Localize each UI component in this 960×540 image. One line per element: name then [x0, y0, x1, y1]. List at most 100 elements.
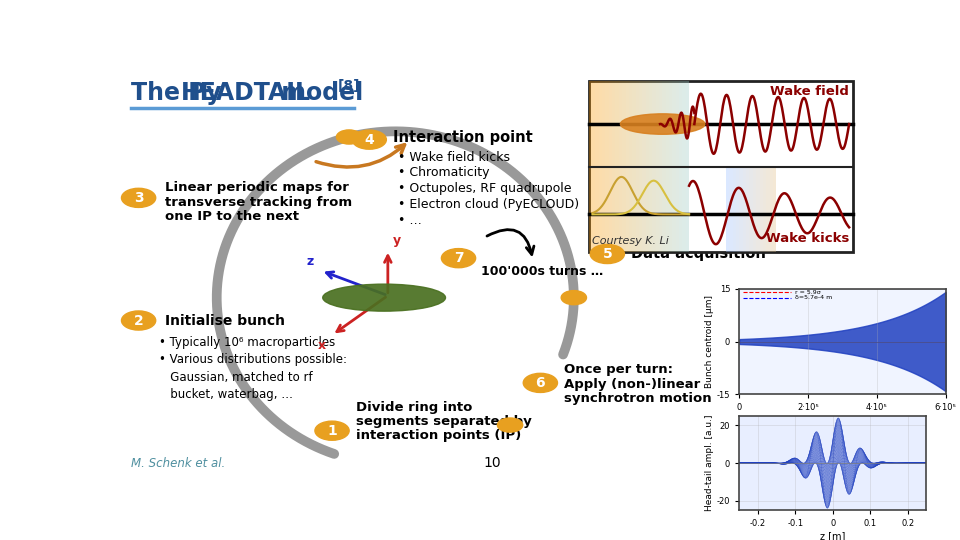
Text: 1: 1 [327, 424, 337, 438]
Bar [642, 168, 645, 252]
Bar [736, 168, 739, 252]
Bar [756, 168, 759, 252]
Bar [602, 82, 606, 167]
Text: Interaction point: Interaction point [393, 130, 533, 145]
Bar [656, 82, 659, 167]
Bar [626, 168, 629, 252]
Bar [612, 168, 615, 252]
Bar [645, 168, 649, 252]
Text: transverse tracking from: transverse tracking from [165, 195, 351, 208]
Bar [665, 168, 669, 252]
Bar [743, 168, 746, 252]
Bar [639, 168, 642, 252]
Text: segments separated by: segments separated by [356, 415, 532, 428]
Bar [652, 168, 656, 252]
Text: • Chromaticity: • Chromaticity [397, 166, 489, 179]
Bar [592, 82, 595, 167]
Bar [606, 168, 609, 252]
Bar [615, 82, 619, 167]
Bar [636, 168, 639, 252]
Bar [599, 82, 602, 167]
Bar [665, 82, 669, 167]
Text: The Py: The Py [132, 82, 222, 105]
Text: 2: 2 [133, 314, 143, 328]
Bar [763, 168, 766, 252]
Bar [662, 82, 665, 167]
Circle shape [442, 248, 475, 268]
Text: z: z [306, 255, 313, 268]
Bar [615, 168, 619, 252]
Y-axis label: Bunch centroid [μm]: Bunch centroid [μm] [705, 295, 714, 388]
Circle shape [122, 188, 156, 207]
Bar [669, 82, 672, 167]
Ellipse shape [620, 114, 705, 134]
Bar [662, 168, 665, 252]
Text: Apply (non-)linear: Apply (non-)linear [564, 377, 701, 390]
Bar [592, 168, 595, 252]
Bar [750, 168, 753, 252]
Text: • Typically 10⁶ macroparticles: • Typically 10⁶ macroparticles [159, 336, 336, 349]
Bar [642, 82, 645, 167]
Text: HEADTAIL: HEADTAIL [181, 82, 311, 105]
Text: • …: • … [397, 214, 421, 227]
Bar [599, 168, 602, 252]
Text: Gaussian, matched to rf: Gaussian, matched to rf [159, 370, 313, 383]
Text: M. Schenk et al.: M. Schenk et al. [132, 457, 226, 470]
Text: Initialise bunch: Initialise bunch [165, 314, 284, 328]
Bar [645, 82, 649, 167]
Text: Data acquisition: Data acquisition [631, 246, 766, 261]
Bar [636, 82, 639, 167]
Bar [595, 82, 599, 167]
Text: Divide ring into: Divide ring into [356, 401, 472, 414]
Text: y: y [393, 234, 401, 247]
Bar [622, 168, 626, 252]
X-axis label: Time [turns]: Time [turns] [815, 415, 870, 424]
Text: r = 5.9σ: r = 5.9σ [795, 290, 821, 295]
Bar [626, 82, 629, 167]
Bar [633, 168, 636, 252]
Bar [619, 82, 622, 167]
Bar [732, 168, 736, 252]
Text: [8]: [8] [338, 79, 361, 93]
Text: 7: 7 [454, 251, 464, 265]
Bar [609, 82, 612, 167]
Bar [612, 82, 615, 167]
Text: 3: 3 [133, 191, 143, 205]
Text: 17.05.2017: 17.05.2017 [785, 457, 852, 470]
Bar [595, 168, 599, 252]
Bar [652, 82, 656, 167]
Circle shape [352, 130, 386, 149]
Circle shape [497, 418, 522, 432]
Text: bucket, waterbag, …: bucket, waterbag, … [159, 388, 294, 401]
Text: 100'000s turns …: 100'000s turns … [481, 265, 603, 278]
Bar [773, 168, 777, 252]
Bar [588, 82, 592, 167]
Text: 6: 6 [536, 376, 545, 390]
Bar [759, 168, 763, 252]
Text: model: model [273, 82, 363, 105]
Bar [672, 82, 676, 167]
Text: 5: 5 [603, 247, 612, 261]
Bar [656, 168, 659, 252]
Bar [649, 168, 652, 252]
Bar [676, 168, 679, 252]
Y-axis label: Head-tail ampl. [a.u.]: Head-tail ampl. [a.u.] [705, 415, 714, 511]
Text: Linear periodic maps for: Linear periodic maps for [165, 181, 348, 194]
Bar [770, 168, 773, 252]
Circle shape [336, 130, 362, 144]
Text: 10: 10 [483, 456, 501, 470]
Bar [672, 168, 676, 252]
Text: • Octupoles, RF quadrupole: • Octupoles, RF quadrupole [397, 182, 571, 195]
Text: 4: 4 [365, 133, 374, 147]
Bar [753, 168, 756, 252]
Bar [602, 168, 606, 252]
Bar [629, 168, 633, 252]
Text: x: x [318, 339, 326, 352]
Circle shape [562, 291, 587, 305]
Bar [659, 168, 662, 252]
Text: Wake field: Wake field [770, 85, 849, 98]
Text: δ=5.7e-4 m: δ=5.7e-4 m [795, 295, 832, 300]
Bar [683, 82, 685, 167]
Text: • Wake field kicks: • Wake field kicks [397, 151, 510, 164]
Bar [633, 82, 636, 167]
